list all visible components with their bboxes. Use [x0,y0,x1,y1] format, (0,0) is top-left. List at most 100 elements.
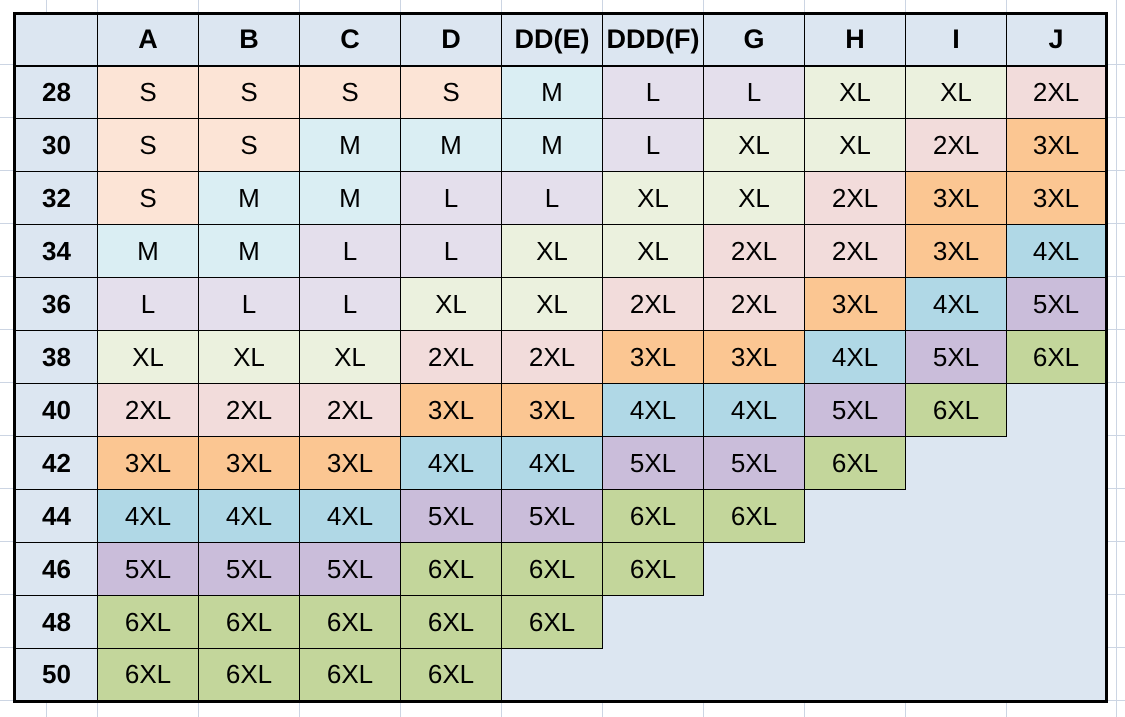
size-cell-38-A[interactable]: XL [97,330,199,384]
row-header-32[interactable]: 32 [14,171,98,225]
empty-cell-46-H[interactable] [804,542,906,596]
size-cell-32-I[interactable]: 3XL [905,171,1007,225]
size-cell-40-I[interactable]: 6XL [905,383,1007,437]
empty-cell-48-DDD(F)[interactable] [602,595,704,649]
row-header-46[interactable]: 46 [14,542,98,596]
size-cell-46-A[interactable]: 5XL [97,542,199,596]
size-cell-34-H[interactable]: 2XL [804,224,906,278]
empty-cell-48-I[interactable] [905,595,1007,649]
size-cell-32-J[interactable]: 3XL [1006,171,1107,225]
size-cell-44-G[interactable]: 6XL [703,489,805,543]
size-cell-50-B[interactable]: 6XL [198,648,300,702]
size-cell-28-C[interactable]: S [299,65,401,119]
size-cell-42-G[interactable]: 5XL [703,436,805,490]
empty-cell-44-J[interactable] [1006,489,1107,543]
size-cell-36-C[interactable]: L [299,277,401,331]
size-cell-36-I[interactable]: 4XL [905,277,1007,331]
column-header-A[interactable]: A [97,13,199,67]
size-cell-30-D[interactable]: M [400,118,502,172]
column-header-B[interactable]: B [198,13,300,67]
size-cell-50-A[interactable]: 6XL [97,648,199,702]
size-cell-48-D[interactable]: 6XL [400,595,502,649]
empty-cell-48-G[interactable] [703,595,805,649]
row-header-28[interactable]: 28 [14,65,98,119]
size-cell-28-J[interactable]: 2XL [1006,65,1107,119]
empty-cell-44-H[interactable] [804,489,906,543]
row-header-50[interactable]: 50 [14,648,98,702]
empty-cell-50-DD(E)[interactable] [501,648,603,702]
column-header-I[interactable]: I [905,13,1007,67]
size-cell-36-D[interactable]: XL [400,277,502,331]
size-cell-38-DDD(F)[interactable]: 3XL [602,330,704,384]
size-cell-42-DD(E)[interactable]: 4XL [501,436,603,490]
size-cell-30-J[interactable]: 3XL [1006,118,1107,172]
empty-cell-50-G[interactable] [703,648,805,702]
size-cell-40-DDD(F)[interactable]: 4XL [602,383,704,437]
size-cell-38-C[interactable]: XL [299,330,401,384]
corner-cell[interactable] [14,13,98,67]
size-cell-32-C[interactable]: M [299,171,401,225]
size-cell-32-DD(E)[interactable]: L [501,171,603,225]
size-cell-38-G[interactable]: 3XL [703,330,805,384]
size-cell-34-D[interactable]: L [400,224,502,278]
size-cell-36-H[interactable]: 3XL [804,277,906,331]
size-cell-44-DDD(F)[interactable]: 6XL [602,489,704,543]
empty-cell-48-J[interactable] [1006,595,1107,649]
size-cell-32-H[interactable]: 2XL [804,171,906,225]
size-cell-28-D[interactable]: S [400,65,502,119]
row-header-48[interactable]: 48 [14,595,98,649]
size-cell-46-D[interactable]: 6XL [400,542,502,596]
size-cell-38-J[interactable]: 6XL [1006,330,1107,384]
size-cell-40-G[interactable]: 4XL [703,383,805,437]
size-cell-34-I[interactable]: 3XL [905,224,1007,278]
size-cell-40-B[interactable]: 2XL [198,383,300,437]
size-cell-36-DD(E)[interactable]: XL [501,277,603,331]
size-cell-48-A[interactable]: 6XL [97,595,199,649]
size-cell-38-DD(E)[interactable]: 2XL [501,330,603,384]
size-cell-44-A[interactable]: 4XL [97,489,199,543]
size-cell-40-D[interactable]: 3XL [400,383,502,437]
size-cell-30-I[interactable]: 2XL [905,118,1007,172]
empty-cell-42-J[interactable] [1006,436,1107,490]
size-cell-30-DD(E)[interactable]: M [501,118,603,172]
size-cell-38-I[interactable]: 5XL [905,330,1007,384]
size-cell-30-H[interactable]: XL [804,118,906,172]
size-cell-50-C[interactable]: 6XL [299,648,401,702]
row-header-44[interactable]: 44 [14,489,98,543]
empty-cell-50-DDD(F)[interactable] [602,648,704,702]
size-cell-44-D[interactable]: 5XL [400,489,502,543]
size-cell-42-DDD(F)[interactable]: 5XL [602,436,704,490]
size-cell-34-C[interactable]: L [299,224,401,278]
column-header-G[interactable]: G [703,13,805,67]
size-cell-36-B[interactable]: L [198,277,300,331]
size-cell-44-DD(E)[interactable]: 5XL [501,489,603,543]
size-cell-42-D[interactable]: 4XL [400,436,502,490]
row-header-40[interactable]: 40 [14,383,98,437]
size-cell-36-DDD(F)[interactable]: 2XL [602,277,704,331]
empty-cell-40-J[interactable] [1006,383,1107,437]
size-cell-40-C[interactable]: 2XL [299,383,401,437]
size-cell-38-B[interactable]: XL [198,330,300,384]
empty-cell-48-H[interactable] [804,595,906,649]
size-cell-40-A[interactable]: 2XL [97,383,199,437]
size-cell-42-H[interactable]: 6XL [804,436,906,490]
size-cell-30-B[interactable]: S [198,118,300,172]
size-cell-48-C[interactable]: 6XL [299,595,401,649]
size-cell-32-A[interactable]: S [97,171,199,225]
size-cell-30-DDD(F)[interactable]: L [602,118,704,172]
size-cell-34-DDD(F)[interactable]: XL [602,224,704,278]
size-cell-36-J[interactable]: 5XL [1006,277,1107,331]
size-cell-34-A[interactable]: M [97,224,199,278]
size-cell-36-G[interactable]: 2XL [703,277,805,331]
row-header-34[interactable]: 34 [14,224,98,278]
size-cell-32-D[interactable]: L [400,171,502,225]
size-cell-36-A[interactable]: L [97,277,199,331]
row-header-42[interactable]: 42 [14,436,98,490]
size-cell-30-A[interactable]: S [97,118,199,172]
row-header-30[interactable]: 30 [14,118,98,172]
empty-cell-50-J[interactable] [1006,648,1107,702]
size-cell-30-G[interactable]: XL [703,118,805,172]
size-cell-28-A[interactable]: S [97,65,199,119]
size-cell-34-J[interactable]: 4XL [1006,224,1107,278]
size-cell-34-B[interactable]: M [198,224,300,278]
